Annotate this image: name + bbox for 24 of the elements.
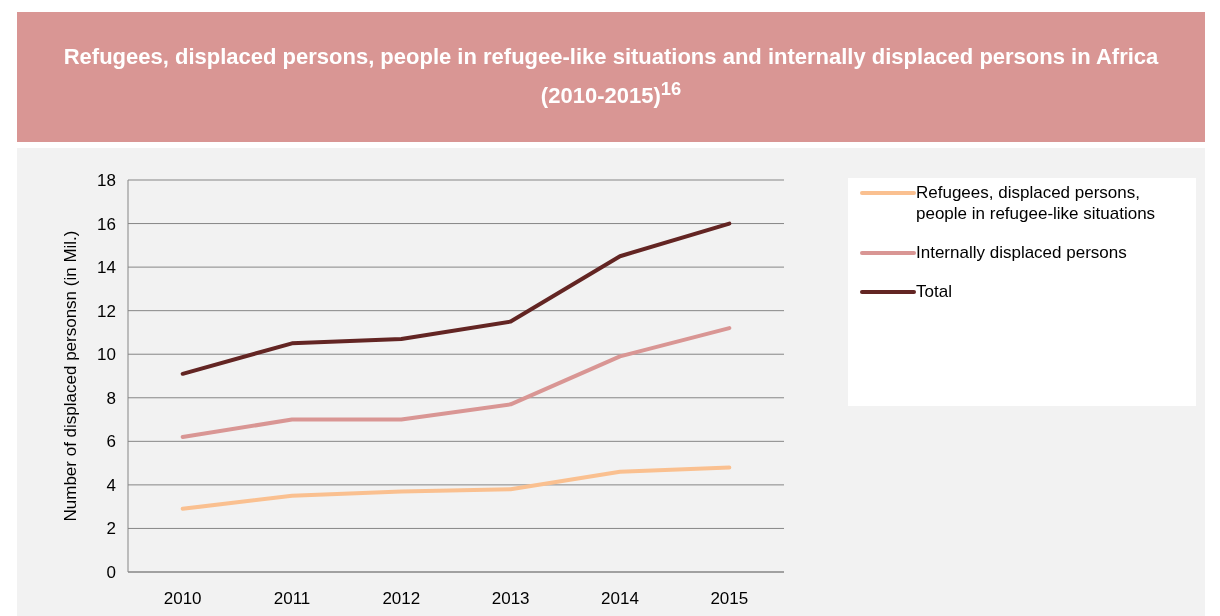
legend-label: Refugees, displaced persons, people in refugee-like situations (916, 182, 1157, 224)
y-tick-label: 16 (97, 214, 116, 234)
y-tick-label: 0 (106, 562, 116, 582)
x-tick-label: 2011 (273, 589, 311, 608)
chart-title: Refugees, displaced persons, people in refugee-like situations and internally displaced persons in Africa (2010-2015)$^{16}$ (62, 43, 1160, 111)
x-tick-label: 2015 (710, 589, 749, 608)
y-tick-label: 18 (97, 170, 116, 190)
legend-label: Internally displaced persons (916, 242, 1128, 263)
y-axis-title: Number of displaced personsn (in Mil.) (61, 230, 80, 522)
line-series (180, 326, 732, 439)
x-tick-label: 2012 (382, 589, 421, 608)
y-tick-label: 14 (97, 258, 116, 278)
x-tick-label: 2013 (491, 589, 530, 608)
y-tick-label: 8 (106, 388, 116, 408)
y-tick-label: 6 (106, 432, 116, 452)
x-tick-label: 2010 (163, 589, 202, 608)
y-tick-label: 10 (97, 345, 116, 365)
y-tick-label: 2 (106, 519, 116, 539)
legend-label: Total (916, 281, 953, 302)
y-tick-label: 12 (97, 301, 116, 321)
line-series (180, 465, 732, 511)
x-tick-label: 2014 (601, 589, 639, 608)
line-series (180, 221, 732, 376)
y-tick-label: 4 (106, 475, 116, 495)
